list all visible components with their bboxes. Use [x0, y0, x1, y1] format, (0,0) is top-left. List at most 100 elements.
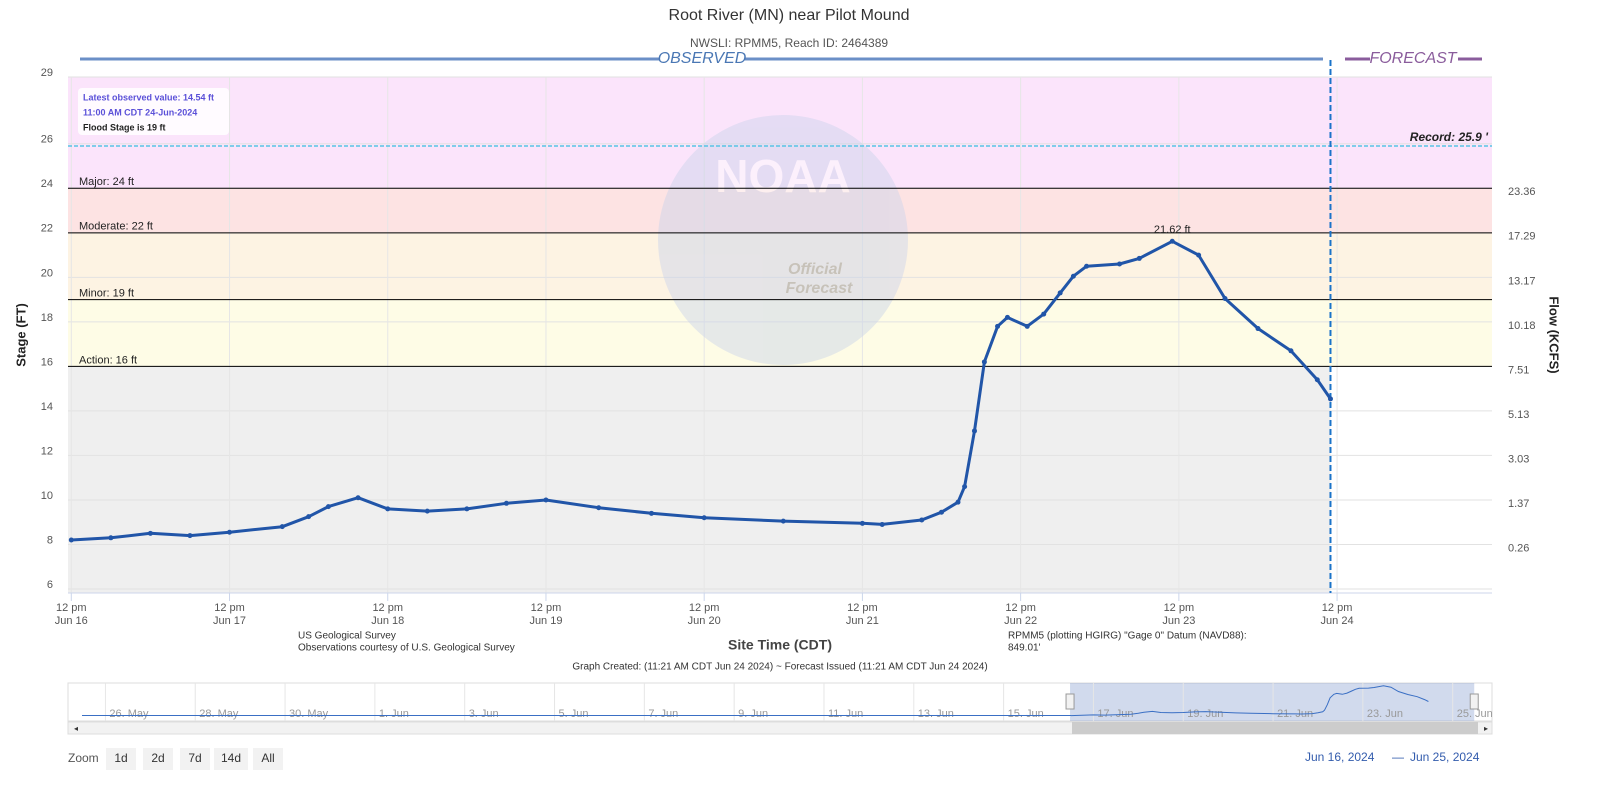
zoom-label: Zoom: [68, 751, 99, 765]
range-from[interactable]: Jun 16, 2024: [1305, 750, 1375, 764]
navigator-label: 1. Jun: [379, 708, 409, 720]
y-tick-label: 20: [41, 267, 53, 279]
y2-tick-label: 1.37: [1508, 498, 1529, 510]
datum: RPMM5 (plotting HGIRG) "Gage 0" Datum (N…: [1008, 631, 1247, 642]
y2-tick-label: 23.36: [1508, 186, 1536, 198]
data-point: [424, 508, 430, 514]
data-point: [1024, 323, 1030, 329]
y-tick-label: 10: [41, 490, 53, 502]
info-time: 11:00 AM CDT 24-Jun-2024: [83, 107, 197, 117]
data-point: [1196, 252, 1202, 258]
navigator-label: 19. Jun: [1187, 708, 1223, 720]
data-point: [780, 518, 786, 524]
navigator-label: 13. Jun: [918, 708, 954, 720]
zoom-button-label[interactable]: 7d: [188, 751, 201, 765]
zoom-button[interactable]: [143, 748, 173, 770]
scrollbar-thumb[interactable]: [1072, 722, 1478, 734]
x-tick-sublabel: Jun 20: [688, 615, 721, 627]
navigator[interactable]: [67, 682, 1493, 722]
zoom-button-label[interactable]: 14d: [221, 751, 241, 765]
flood-band: [68, 77, 1492, 189]
data-point: [464, 506, 470, 512]
navigator-label: 9. Jun: [738, 708, 768, 720]
data-point: [306, 514, 312, 520]
x-tick-label: 12 pm: [1005, 602, 1036, 614]
flood-band: [68, 188, 1492, 233]
watermark-text: Official: [788, 261, 843, 278]
y-tick-label: 18: [41, 312, 53, 324]
watermark-text: Forecast: [786, 280, 853, 297]
zoom-button[interactable]: [106, 748, 136, 770]
zoom-button[interactable]: [253, 748, 283, 770]
x-tick-sublabel: Jun 24: [1321, 615, 1354, 627]
watermark-circle: [658, 115, 908, 365]
y2-tick-label: 17.29: [1508, 231, 1536, 243]
peak-label: 21.62 ft: [1154, 224, 1191, 236]
navigator-label: 17. Jun: [1097, 708, 1133, 720]
credit: US Geological Survey: [298, 631, 396, 642]
navigator-label: 25. Jun: [1457, 708, 1493, 720]
data-point: [385, 506, 391, 512]
navigator-label: 5. Jun: [559, 708, 589, 720]
y-axis-title: Stage (FT): [13, 303, 28, 367]
info-flood: Flood Stage is 19 ft: [83, 122, 166, 132]
data-point: [1327, 396, 1333, 402]
y-tick-label: 16: [41, 356, 53, 368]
navigator-handle[interactable]: [1469, 693, 1479, 710]
x-axis-title: Site Time (CDT): [728, 637, 832, 653]
navigator-label: 15. Jun: [1008, 708, 1044, 720]
data-point: [1314, 377, 1320, 383]
info-box: [78, 88, 229, 135]
series-line: [71, 239, 1332, 542]
data-point: [955, 499, 961, 505]
data-point: [1136, 255, 1142, 261]
scroll-left[interactable]: ◂: [74, 724, 78, 733]
data-point: [325, 504, 331, 510]
data-point: [701, 515, 707, 521]
data-point: [919, 517, 925, 523]
y2-tick-label: 10.18: [1508, 320, 1536, 332]
zoom-button-label[interactable]: 2d: [151, 751, 164, 765]
navigator-line: [1070, 685, 1429, 717]
zoom-button[interactable]: [180, 748, 210, 770]
info-latest: Latest observed value: 14.54 ft: [83, 92, 214, 102]
data-point: [1057, 290, 1063, 296]
flood-bands: [68, 77, 1492, 593]
scroll-right[interactable]: ▸: [1484, 724, 1488, 733]
y-tick-label: 14: [41, 401, 53, 413]
x-tick-sublabel: Jun 23: [1162, 615, 1195, 627]
navigator-selection[interactable]: [1070, 683, 1475, 721]
zoom-button-label[interactable]: All: [261, 751, 274, 765]
watermark: NOAA Official Forecast: [658, 115, 908, 365]
y-tick-label: 6: [47, 579, 53, 591]
datum: 849.01': [1008, 643, 1041, 654]
x-tick-label: 12 pm: [1322, 602, 1353, 614]
flood-label: Major: 24 ft: [79, 176, 134, 188]
x-tick-sublabel: Jun 17: [213, 615, 246, 627]
navigator-label: 30. May: [289, 708, 329, 720]
data-point: [859, 520, 865, 526]
x-tick-label: 12 pm: [1164, 602, 1195, 614]
navigator-handle[interactable]: [1065, 693, 1075, 710]
zoom-button[interactable]: [214, 748, 248, 770]
x-tick-sublabel: Jun 16: [55, 615, 88, 627]
data-point: [879, 521, 885, 527]
normal-band: [68, 366, 1331, 593]
y2-tick-label: 13.17: [1508, 275, 1536, 287]
data-point: [1288, 348, 1294, 354]
flood-band: [68, 299, 1492, 367]
data-point: [279, 524, 285, 530]
chart-title: Root River (MN) near Pilot Mound: [669, 7, 910, 24]
zoom-button-label[interactable]: 1d: [114, 751, 127, 765]
navigator-label: 11. Jun: [828, 708, 863, 720]
y-tick-label: 8: [47, 534, 53, 546]
data-point: [1222, 295, 1228, 301]
data-point: [355, 495, 361, 501]
graph-created: Graph Created: (11:21 AM CDT Jun 24 2024…: [572, 662, 987, 673]
x-tick-sublabel: Jun 19: [529, 615, 562, 627]
watermark-logo: NOAA: [715, 150, 850, 202]
y-tick-label: 29: [41, 67, 53, 79]
data-point: [1084, 263, 1090, 269]
range-to[interactable]: Jun 25, 2024: [1410, 750, 1480, 764]
